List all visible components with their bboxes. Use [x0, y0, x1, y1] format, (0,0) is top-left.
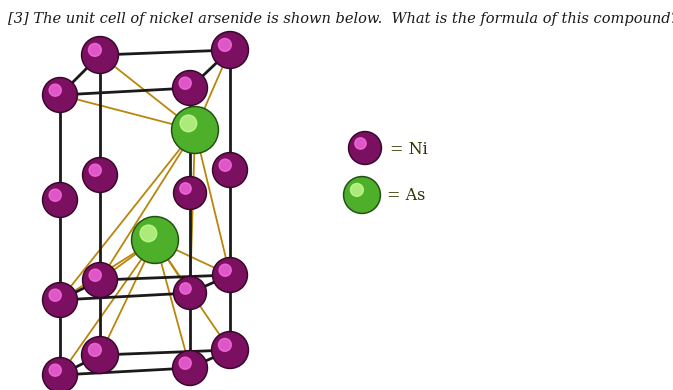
Circle shape — [213, 33, 247, 67]
Circle shape — [49, 84, 61, 96]
Circle shape — [84, 159, 116, 191]
Circle shape — [349, 131, 382, 165]
Circle shape — [214, 154, 246, 186]
Circle shape — [355, 138, 366, 149]
Circle shape — [211, 32, 248, 69]
Circle shape — [131, 216, 178, 264]
Circle shape — [173, 108, 217, 152]
Circle shape — [179, 77, 191, 89]
Circle shape — [49, 189, 61, 201]
Circle shape — [81, 37, 118, 73]
Circle shape — [180, 283, 191, 294]
Circle shape — [89, 269, 101, 281]
Circle shape — [175, 278, 205, 308]
Circle shape — [175, 178, 205, 208]
Circle shape — [49, 289, 61, 301]
Circle shape — [343, 177, 380, 213]
Circle shape — [172, 106, 219, 154]
Circle shape — [213, 257, 248, 292]
Circle shape — [83, 38, 117, 72]
Circle shape — [83, 262, 118, 298]
Circle shape — [213, 152, 248, 188]
Circle shape — [44, 79, 76, 111]
Circle shape — [219, 264, 232, 276]
Circle shape — [84, 264, 116, 296]
Circle shape — [351, 183, 363, 196]
Text: [3] The unit cell of nickel arsenide is shown below.  What is the formula of thi: [3] The unit cell of nickel arsenide is … — [8, 12, 673, 26]
Circle shape — [89, 164, 101, 176]
Circle shape — [42, 78, 77, 112]
Circle shape — [49, 364, 61, 376]
Circle shape — [133, 218, 177, 262]
Text: = As: = As — [387, 188, 425, 204]
Circle shape — [180, 183, 191, 194]
Circle shape — [83, 338, 117, 372]
Circle shape — [83, 158, 118, 193]
Circle shape — [174, 352, 206, 384]
Circle shape — [44, 284, 76, 316]
Circle shape — [42, 183, 77, 218]
Circle shape — [211, 332, 248, 369]
Circle shape — [219, 159, 232, 171]
Circle shape — [180, 115, 197, 132]
Circle shape — [219, 339, 232, 351]
Circle shape — [81, 337, 118, 374]
Circle shape — [44, 359, 76, 390]
Circle shape — [140, 225, 157, 242]
Circle shape — [345, 178, 379, 212]
Circle shape — [88, 344, 102, 356]
Circle shape — [172, 71, 207, 106]
Circle shape — [88, 43, 102, 57]
Circle shape — [179, 357, 191, 369]
Circle shape — [42, 358, 77, 390]
Circle shape — [174, 72, 206, 104]
Circle shape — [214, 259, 246, 291]
Circle shape — [213, 333, 247, 367]
Circle shape — [350, 133, 380, 163]
Circle shape — [174, 277, 207, 310]
Text: = Ni: = Ni — [390, 140, 428, 158]
Circle shape — [219, 39, 232, 51]
Circle shape — [42, 282, 77, 317]
Circle shape — [172, 351, 207, 385]
Circle shape — [174, 177, 207, 209]
Circle shape — [44, 184, 76, 216]
